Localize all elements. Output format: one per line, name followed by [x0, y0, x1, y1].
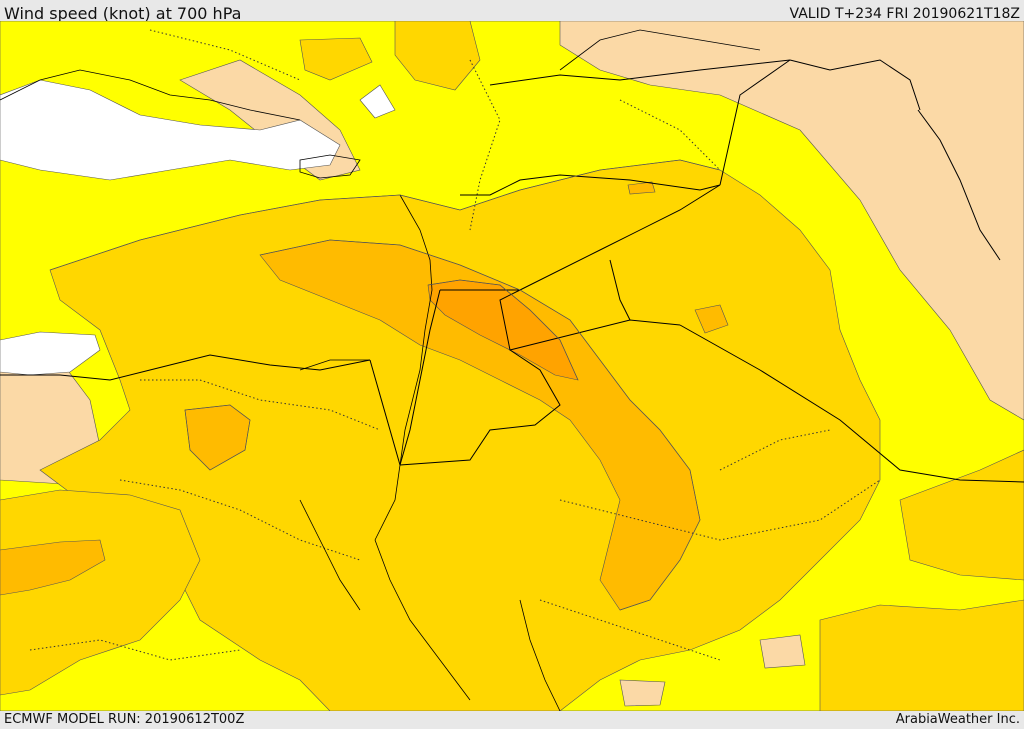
fill-fresh-libya [0, 539, 106, 596]
wind-contours [49, 159, 721, 611]
model-run-label: ECMWF MODEL RUN: 20190612T00Z [4, 712, 245, 727]
fill-moderate-west [0, 489, 201, 696]
fill-calm-libya [0, 331, 101, 376]
country-borders [0, 59, 1024, 483]
fill-moderate-east [899, 449, 1024, 581]
fill-verylight-bottom [619, 679, 666, 707]
fill-verylight-arabia-s [759, 634, 806, 669]
coastlines [0, 29, 761, 711]
credit-label: ArabiaWeather Inc. [895, 712, 1020, 727]
fill-moderate-southeast [819, 599, 1024, 711]
valid-time-label: VALID T+234 FRI 20190621T18Z [789, 6, 1020, 22]
fill-moderate-north [394, 21, 481, 91]
wind-speed-map [0, 21, 1024, 711]
admin-boundaries [29, 29, 881, 661]
fill-fresh-syria [627, 181, 656, 195]
fill-calm-east-med [0, 79, 341, 181]
fill-verylight-anatolia [559, 21, 1024, 421]
fill-fresh-iraq [694, 304, 729, 334]
map-title: Wind speed (knot) at 700 hPa [4, 4, 242, 23]
fill-moderate-turkey [299, 37, 373, 81]
fill-calm-cyprus-n [359, 84, 396, 119]
